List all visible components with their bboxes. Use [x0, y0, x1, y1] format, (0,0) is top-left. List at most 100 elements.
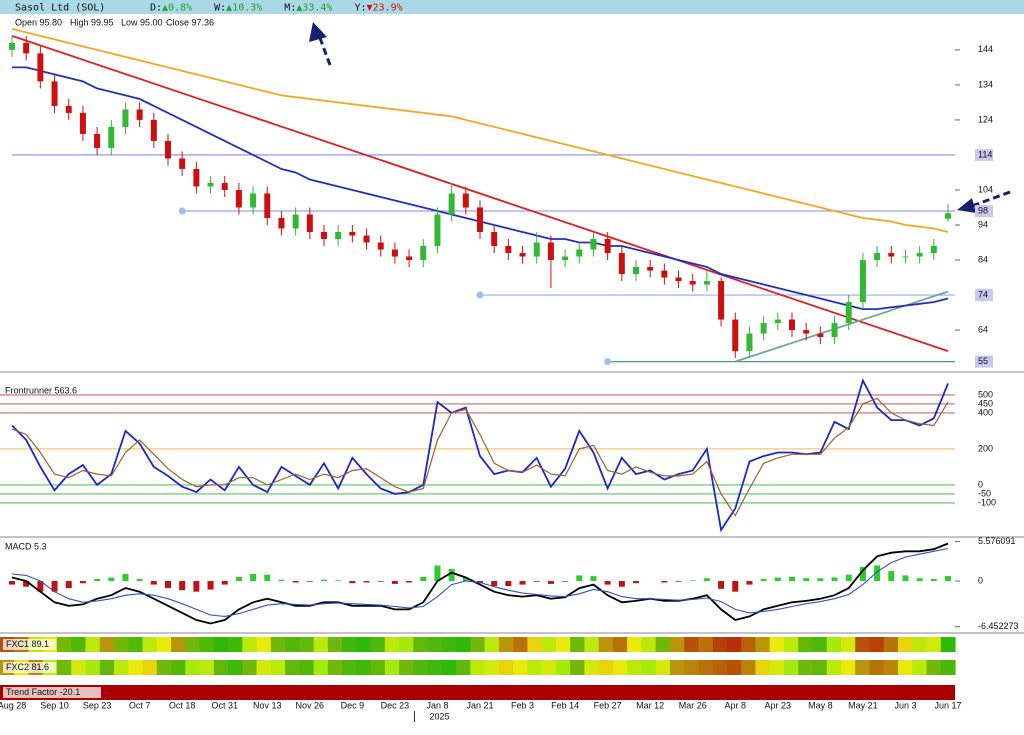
- strip-label-box: [3, 662, 56, 673]
- y-tick-label: 5.576091: [978, 536, 1016, 546]
- candle-body: [576, 249, 583, 257]
- year-label: 2025: [429, 711, 449, 721]
- candle-body: [718, 281, 725, 320]
- candle-body: [505, 246, 512, 254]
- histogram-bar: [94, 578, 101, 582]
- heat-cell: [812, 637, 828, 652]
- heat-cell: [712, 660, 728, 675]
- heat-cell: [584, 637, 600, 652]
- heat-cell: [270, 660, 286, 675]
- x-tick-label: Sep 23: [83, 700, 112, 710]
- candle-body: [391, 249, 398, 257]
- histogram-bar: [406, 581, 413, 583]
- heat-cell: [242, 660, 258, 675]
- heat-cell: [912, 660, 928, 675]
- heat-cell: [926, 660, 942, 675]
- histogram-bar: [9, 581, 15, 585]
- heat-cell: [855, 660, 871, 675]
- histogram-bar: [590, 576, 597, 582]
- candle-body: [193, 168, 200, 187]
- candle-body: [760, 323, 767, 334]
- heat-cell: [783, 660, 799, 675]
- histogram-bar: [505, 581, 512, 586]
- heat-cell: [299, 660, 315, 675]
- candle-body: [108, 126, 115, 148]
- histogram-bar: [391, 581, 398, 584]
- x-tick-label: Oct 18: [169, 700, 196, 710]
- heat-cell: [370, 660, 386, 675]
- heat-cell: [627, 637, 643, 652]
- heat-cell: [185, 637, 201, 652]
- histogram-bar: [235, 576, 242, 582]
- x-tick-label: May 21: [848, 700, 878, 710]
- histogram-bar: [689, 580, 696, 582]
- histogram-bar: [547, 581, 554, 584]
- histogram-bar: [122, 573, 129, 582]
- histogram-bar: [462, 577, 469, 582]
- x-tick-label: Apr 23: [765, 700, 792, 710]
- heat-cell: [897, 660, 913, 675]
- heat-cell: [356, 637, 372, 652]
- histogram-bar: [930, 578, 937, 582]
- histogram-bar: [136, 578, 143, 582]
- heat-cell: [441, 660, 457, 675]
- change-value: ▲0.8%: [162, 3, 192, 14]
- change-value: ▲33.4%: [296, 3, 332, 14]
- heat-cell: [413, 637, 429, 652]
- heat-cell: [798, 660, 814, 675]
- histogram-bar: [193, 581, 200, 592]
- histogram-bar: [831, 577, 838, 582]
- x-tick-label: Aug 28: [0, 700, 26, 710]
- heat-cell: [128, 660, 144, 675]
- candle-body: [845, 302, 852, 324]
- heat-cell: [897, 637, 913, 652]
- trend-line: [734, 290, 949, 363]
- heat-cell: [840, 660, 856, 675]
- heat-cell: [869, 660, 885, 675]
- level-box: [975, 204, 993, 217]
- histogram-bar: [718, 581, 725, 589]
- heat-cell: [456, 637, 471, 652]
- heat-cell: [812, 660, 828, 675]
- y-tick-label: 500: [978, 389, 993, 399]
- ohlc-text: High 99.95: [70, 17, 114, 27]
- heat-cell: [612, 660, 628, 675]
- level-box: [975, 289, 993, 302]
- candle-body: [533, 242, 540, 257]
- heat-cell: [570, 637, 586, 652]
- candle-body: [448, 193, 455, 215]
- candle-body: [150, 119, 157, 141]
- level-anchor: [604, 358, 612, 366]
- histogram-bar: [165, 581, 171, 589]
- x-tick-label: Feb 14: [551, 700, 579, 710]
- histogram-bar: [491, 581, 498, 586]
- heat-cell: [299, 637, 315, 652]
- histogram-bar: [916, 578, 923, 582]
- histogram-bar: [179, 581, 186, 591]
- histogram-bar: [306, 581, 313, 582]
- heat-cell: [798, 637, 814, 652]
- heat-cell: [256, 637, 272, 652]
- y-tick-label: 84: [978, 254, 988, 264]
- histogram-bar: [817, 578, 824, 582]
- heat-cell: [612, 637, 628, 652]
- heat-cell: [71, 660, 87, 675]
- heat-cell: [342, 660, 357, 675]
- histogram-bar: [65, 581, 72, 589]
- y-tick-label: 134: [978, 79, 993, 89]
- histogram-bar: [150, 581, 157, 585]
- header-bar: [0, 0, 1024, 14]
- histogram-bar: [434, 565, 441, 582]
- heat-cell: [741, 637, 757, 652]
- x-tick-label: Feb 3: [511, 700, 534, 710]
- histogram-bar: [79, 581, 86, 584]
- candle-body: [136, 109, 143, 120]
- heat-cell: [655, 660, 671, 675]
- histogram-bar: [633, 581, 639, 584]
- heat-cell: [712, 637, 728, 652]
- histogram-bar: [108, 577, 115, 582]
- candle-body: [165, 140, 171, 159]
- x-tick-label: Mar 26: [679, 700, 707, 710]
- candle-body: [264, 193, 271, 218]
- heat-cell: [356, 660, 372, 675]
